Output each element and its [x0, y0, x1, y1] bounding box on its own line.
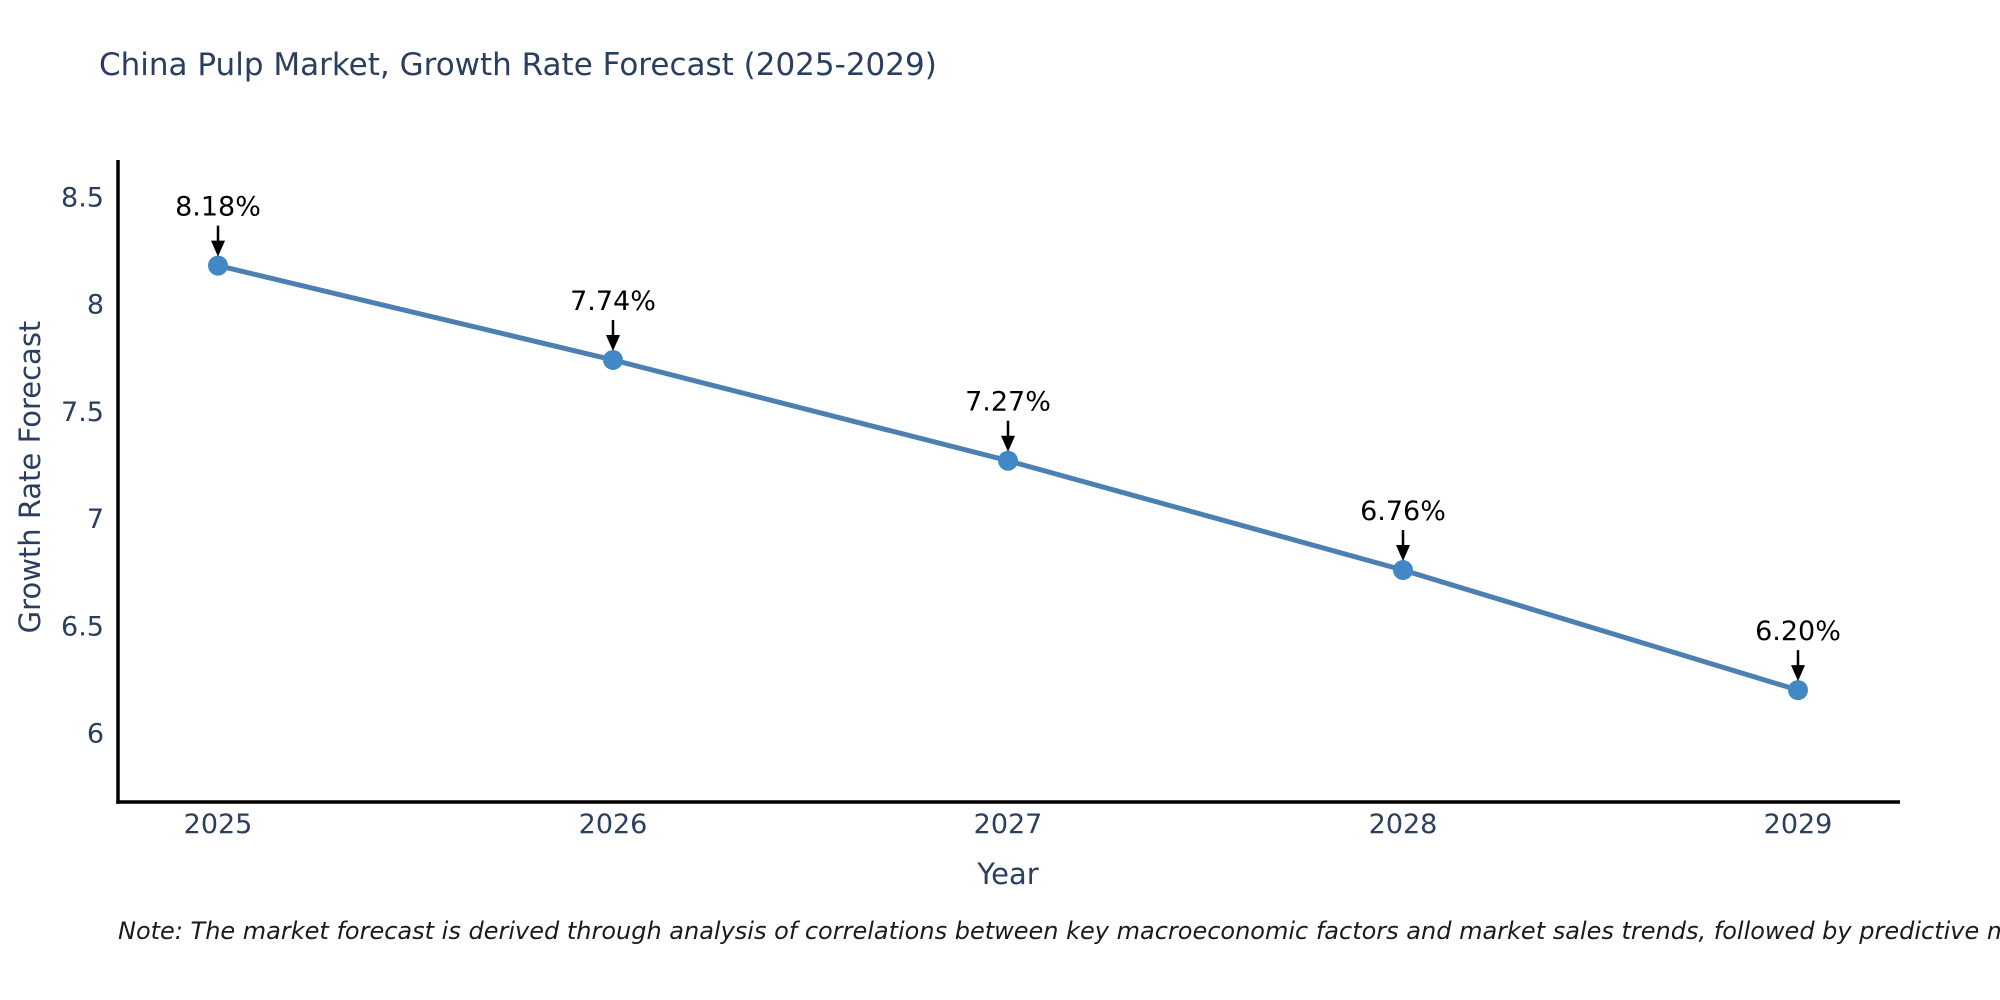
data-point-label: 7.27%: [965, 387, 1051, 418]
chart-title: China Pulp Market, Growth Rate Forecast …: [99, 47, 937, 83]
y-tick-label: 8: [87, 290, 104, 321]
data-point-label: 6.76%: [1360, 496, 1446, 527]
data-point-label: 7.74%: [570, 286, 656, 317]
x-tick-label: 2029: [1764, 809, 1833, 840]
data-point[interactable]: [1393, 560, 1413, 581]
footnote: Note: The market forecast is derived thr…: [118, 917, 2000, 945]
x-tick-label: 2026: [579, 809, 648, 840]
annotation-arrow-head: [1791, 665, 1805, 682]
data-point-label: 6.20%: [1755, 616, 1841, 647]
y-tick-label: 8.5: [61, 182, 104, 213]
x-tick-label: 2025: [184, 809, 253, 840]
y-tick-label: 6.5: [61, 611, 104, 642]
y-tick-label: 6: [87, 718, 104, 749]
data-point[interactable]: [208, 255, 228, 276]
x-tick-label: 2028: [1369, 809, 1438, 840]
annotation-arrow-head: [606, 334, 620, 351]
annotation-arrow-head: [1001, 435, 1015, 452]
trend-line: [215, 263, 1801, 693]
x-axis-title: Year: [977, 857, 1039, 891]
annotation-arrow-head: [1396, 545, 1410, 562]
y-tick-label: 7: [87, 504, 104, 535]
data-point[interactable]: [603, 349, 623, 370]
y-tick-label: 7.5: [61, 397, 104, 428]
data-point-label: 8.18%: [175, 192, 261, 223]
x-tick-label: 2027: [974, 809, 1043, 840]
data-point[interactable]: [998, 450, 1018, 471]
data-point[interactable]: [1788, 680, 1808, 701]
annotation-arrow-head: [211, 240, 225, 257]
